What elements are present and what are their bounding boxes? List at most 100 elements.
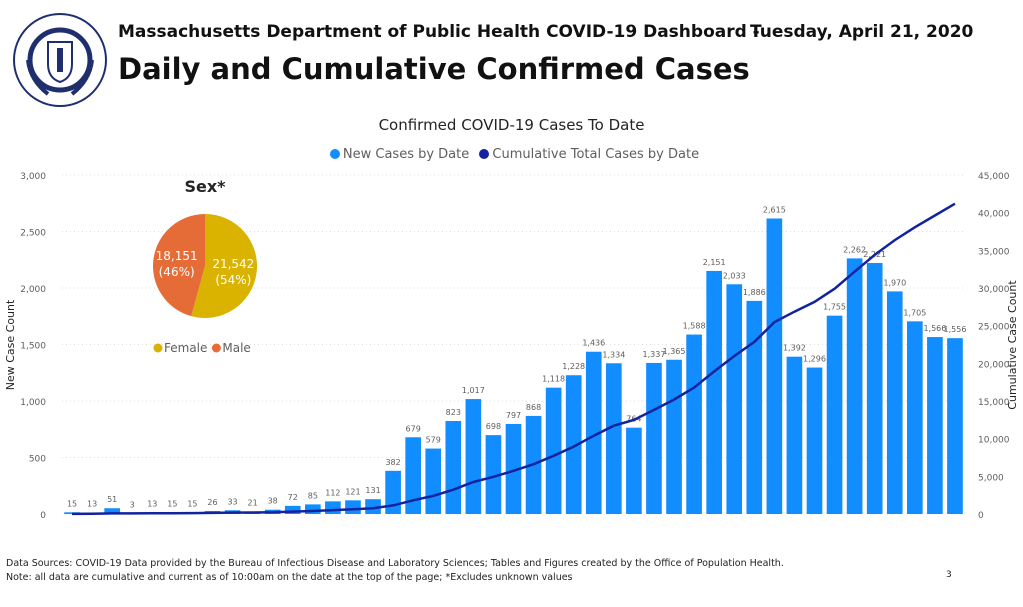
bar-new-cases[interactable] (746, 300, 763, 514)
bar-new-cases[interactable] (806, 367, 823, 514)
dph-seal-logo (13, 13, 107, 107)
bar-data-label: 2,262 (843, 245, 866, 254)
y-tick-label: 3,000 (20, 172, 46, 182)
footnote: Note: all data are cumulative and curren… (6, 572, 573, 583)
bar-data-label: 1,556 (944, 325, 967, 334)
bar-data-label: 679 (406, 424, 421, 433)
pie-pct-label: (54%) (215, 273, 251, 287)
bar-new-cases[interactable] (646, 362, 662, 514)
bar-new-cases[interactable] (585, 351, 602, 514)
y-tick-label: 0 (40, 511, 46, 521)
bar-data-label: 1,755 (823, 303, 846, 312)
pie-legend-marker (153, 343, 163, 353)
bar-new-cases[interactable] (686, 334, 702, 514)
bar-data-label: 13 (87, 500, 97, 509)
bar-data-label: 1,886 (743, 288, 766, 297)
bar-data-label: 51 (107, 495, 117, 504)
bar-new-cases[interactable] (866, 263, 883, 514)
pie-pct-label: (46%) (159, 265, 195, 279)
y-tick-label: 1,000 (20, 398, 46, 408)
bar-new-cases[interactable] (947, 338, 963, 514)
y2-tick-label: 15,000 (978, 398, 1010, 408)
bar-data-label: 112 (325, 488, 340, 497)
bar-new-cases[interactable] (786, 356, 803, 514)
bar-new-cases[interactable] (385, 470, 401, 514)
y2-tick-label: 35,000 (978, 247, 1010, 257)
y-tick-label: 1,500 (20, 342, 46, 352)
pie-slice-male[interactable] (152, 214, 205, 317)
bar-data-label: 579 (426, 436, 441, 445)
bar-data-label: 1,337 (643, 350, 666, 359)
bar-new-cases[interactable] (284, 505, 301, 514)
bar-new-cases[interactable] (465, 399, 482, 514)
bar-data-label: 33 (227, 497, 237, 506)
bar-data-label: 1,017 (462, 386, 485, 395)
y-tick-label: 2,500 (20, 229, 46, 239)
bar-new-cases[interactable] (405, 437, 421, 514)
bar-new-cases[interactable] (706, 270, 722, 514)
bar-data-label: 1,365 (663, 347, 686, 356)
bar-data-label: 13 (147, 500, 157, 509)
bar-data-label: 797 (506, 411, 521, 420)
bar-data-label: 868 (526, 403, 541, 412)
pie-legend-label: Female (164, 341, 207, 355)
bar-data-label: 72 (288, 493, 298, 502)
bar-new-cases[interactable] (907, 321, 923, 514)
bar-data-label: 38 (268, 497, 278, 506)
bar-data-label: 15 (187, 499, 197, 508)
bar-data-label: 382 (385, 458, 400, 467)
pie-title: Sex* (184, 177, 226, 196)
bar-new-cases[interactable] (104, 508, 120, 514)
bar-new-cases[interactable] (485, 435, 502, 514)
bar-new-cases[interactable] (666, 359, 682, 514)
bar-new-cases[interactable] (826, 315, 843, 514)
bar-data-label: 1,436 (582, 339, 605, 348)
bar-data-label: 26 (207, 498, 217, 507)
legend-marker-cumulative (479, 149, 490, 159)
bar-new-cases[interactable] (766, 218, 783, 514)
y2-tick-label: 25,000 (978, 323, 1010, 333)
bar-new-cases[interactable] (846, 258, 863, 514)
bar-new-cases[interactable] (325, 501, 341, 514)
y2-tick-label: 20,000 (978, 360, 1010, 370)
y2-axis-title: Cumulative Case Count (1006, 280, 1019, 410)
bar-new-cases[interactable] (425, 448, 442, 514)
pie-legend-label: Male (222, 341, 250, 355)
bar-data-label: 1,118 (542, 375, 565, 384)
y2-tick-label: 30,000 (978, 285, 1010, 295)
bar-data-label: 2,033 (723, 271, 746, 280)
bar-data-label: 1,970 (883, 278, 906, 287)
bar-data-label: 1,228 (562, 362, 585, 371)
bar-data-label: 121 (345, 487, 360, 496)
bar-data-label: 15 (167, 499, 177, 508)
bar-data-label: 698 (486, 422, 501, 431)
bar-new-cases[interactable] (886, 291, 903, 514)
chart-title: Confirmed COVID-19 Cases To Date (378, 116, 645, 134)
bar-new-cases[interactable] (626, 427, 642, 514)
bar-new-cases[interactable] (927, 337, 943, 514)
bar-new-cases[interactable] (565, 375, 582, 514)
chart-legend: New Cases by Date Cumulative Total Cases… (0, 147, 1023, 162)
bar-new-cases[interactable] (305, 504, 321, 514)
legend-label-cumulative: Cumulative Total Cases by Date (492, 147, 700, 162)
bar-new-cases[interactable] (505, 423, 522, 514)
page-title: Daily and Cumulative Confirmed Cases (118, 52, 750, 86)
bar-new-cases[interactable] (545, 387, 562, 514)
bar-data-label: 2,615 (763, 206, 786, 215)
dashboard-subtitle: Massachusetts Department of Public Healt… (118, 22, 760, 42)
legend-marker-new (329, 149, 340, 159)
data-sources-note: Data Sources: COVID-19 Data provided by … (6, 558, 784, 569)
bar-new-cases[interactable] (345, 500, 361, 514)
y2-tick-label: 45,000 (978, 172, 1010, 182)
report-date: Tuesday, April 21, 2020 (750, 22, 974, 42)
y-tick-label: 500 (29, 455, 46, 465)
bar-data-label: 3 (130, 501, 135, 510)
pie-legend-marker (211, 343, 221, 353)
bar-new-cases[interactable] (365, 499, 381, 514)
bar-data-label: 1,334 (602, 350, 625, 359)
bar-data-label: 1,588 (683, 322, 706, 331)
bar-new-cases[interactable] (726, 284, 743, 514)
pie-slice-female[interactable] (191, 214, 257, 318)
bar-new-cases[interactable] (445, 421, 462, 514)
bar-new-cases[interactable] (606, 363, 622, 514)
